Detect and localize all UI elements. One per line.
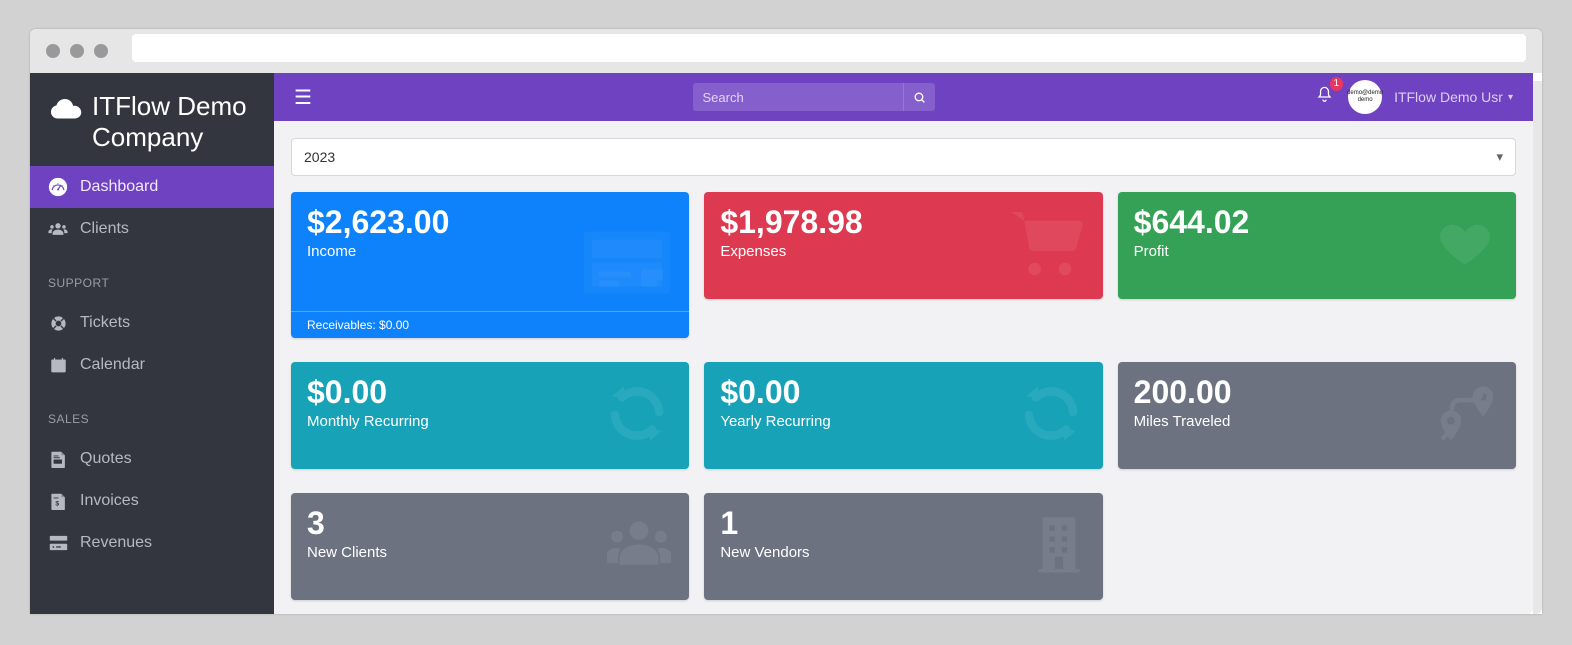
svg-text:$: $ <box>55 501 59 508</box>
